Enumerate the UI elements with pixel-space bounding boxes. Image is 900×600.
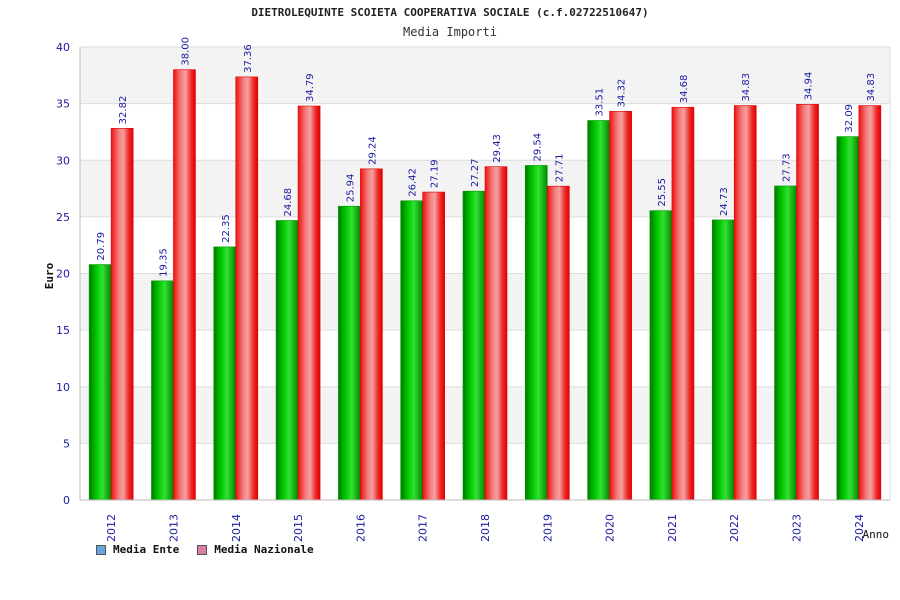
legend-label-media-nazionale: Media Nazionale [214,543,314,556]
x-tick-label: 2022 [728,514,741,542]
data-label: 29.24 [367,136,378,165]
legend-swatch-media-nazionale [197,544,208,555]
bar-media-nazionale [671,106,695,501]
bar-media-nazionale [796,104,819,501]
data-label: 27.27 [470,159,481,188]
bar-media-ente [213,246,237,501]
x-tick-label: 2015 [292,514,305,542]
y-tick-label: 30 [56,154,70,167]
y-tick-label: 10 [56,381,70,394]
data-label: 22.35 [221,214,232,243]
data-label: 34.68 [679,75,690,104]
bar-media-nazionale [235,76,259,501]
bar-media-nazionale [484,166,508,501]
grid-band [80,103,890,161]
bar-media-ente [711,219,735,501]
bar-media-ente [587,120,610,501]
x-tick-label: 2012 [105,514,118,542]
data-label: 27.71 [554,154,565,183]
data-label: 32.82 [118,96,129,125]
grid-band [80,47,890,104]
chart-title: DIETROLEQUINTE SCOIETA COOPERATIVA SOCIA… [251,6,649,19]
data-label: 34.32 [617,79,628,108]
bar-media-ente [88,264,112,501]
chart-subtitle: Media Importi [403,25,497,39]
bar-media-ente [338,205,361,501]
x-tick-label: 2024 [853,514,866,542]
data-label: 25.94 [345,174,356,203]
bar-media-nazionale [173,69,196,501]
bar-media-ente [774,185,797,501]
data-label: 34.83 [866,73,877,102]
legend-swatch-media-ente [96,544,106,555]
x-tick-label: 2018 [479,514,492,542]
bar-media-ente [649,210,673,501]
bar-media-nazionale [297,105,321,501]
y-tick-label: 35 [56,98,70,111]
legend-label-media-ente: Media Ente [113,543,180,556]
legend-entry-media-nazionale: Media Nazionale [197,543,314,556]
data-label: 26.42 [408,168,419,197]
data-label: 27.19 [430,159,441,188]
y-tick-label: 5 [63,437,70,450]
bar-media-ente [275,220,299,501]
data-label: 25.55 [657,178,668,207]
bar-media-nazionale [858,105,882,501]
y-tick-label: 15 [56,324,70,337]
y-tick-label: 20 [56,268,70,281]
data-label: 34.94 [804,72,815,101]
bar-media-ente [400,200,423,501]
data-label: 32.09 [844,104,855,133]
x-axis-title: Anno [863,528,890,541]
data-label: 24.73 [719,187,730,216]
data-label: 27.73 [782,153,793,182]
x-tick-label: 2017 [417,514,430,542]
legend: Media Ente Media Nazionale [96,543,332,556]
x-tick-label: 2014 [230,514,243,542]
data-label: 29.43 [492,134,503,163]
data-label: 34.79 [305,73,316,102]
x-tick-label: 2021 [666,514,679,542]
bar-media-ente [151,280,174,501]
x-tick-label: 2023 [791,514,804,542]
y-tick-label: 25 [56,211,70,224]
data-label: 37.36 [243,44,254,73]
y-tick-label: 40 [56,41,70,54]
x-tick-label: 2020 [604,514,617,542]
data-label: 24.68 [283,188,294,217]
data-label: 19.35 [158,248,169,277]
bar-media-nazionale [360,168,383,501]
x-tick-label: 2019 [541,514,554,542]
data-label: 38.00 [180,37,191,66]
data-label: 34.83 [741,73,752,102]
bar-media-nazionale [110,128,134,501]
bar-media-ente [462,190,486,501]
bar-media-ente [836,136,860,501]
x-tick-label: 2016 [354,514,367,542]
legend-entry-media-ente: Media Ente [96,543,179,556]
x-tick-label: 2013 [167,514,180,542]
data-label: 29.54 [532,133,543,162]
y-tick-label: 0 [63,494,70,507]
data-label: 20.79 [96,232,107,261]
bar-media-nazionale [422,191,445,501]
data-label: 33.51 [595,88,606,117]
bar-media-ente [525,165,548,501]
y-axis-title: Euro [43,262,56,289]
bar-media-nazionale [547,185,570,501]
bar-media-nazionale [733,105,757,501]
bar-media-nazionale [609,111,632,501]
